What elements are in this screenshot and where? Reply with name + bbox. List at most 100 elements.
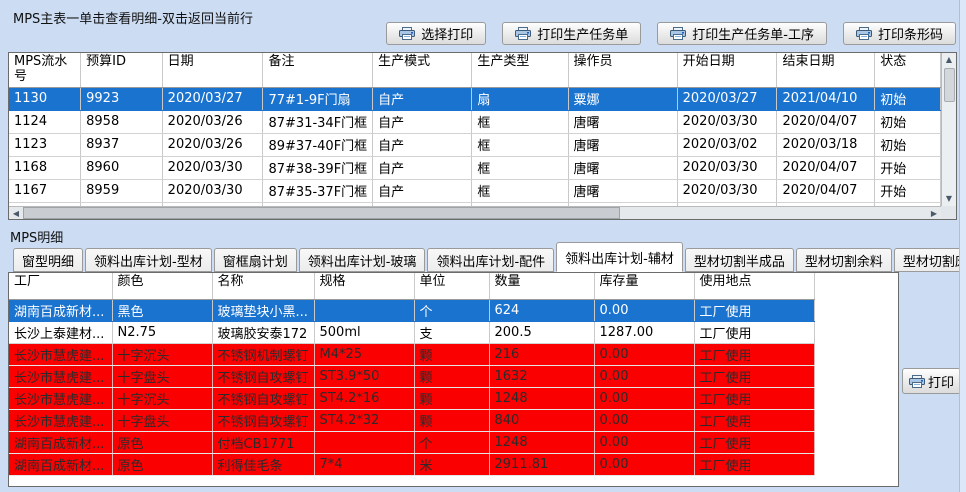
tab-9[interactable]: 型材切割废料 [893,248,966,272]
table-row[interactable]: 长沙上泰建材... N2.75 玻璃胶安泰172 500ml 支 200.5 1287.00… [9,321,815,344]
column-header[interactable]: 使用地点 [694,273,815,300]
tab-8[interactable]: 型材切割余料 [795,248,892,272]
column-header[interactable]: 单位 [414,273,490,300]
horizontal-scrollbar[interactable]: ◀ ▶ [9,206,941,219]
column-header[interactable]: 颜色 [112,273,213,300]
tab-7[interactable]: 型材切割半成品 [684,248,794,272]
tab-2[interactable]: 领料出库计划-型材 [85,248,212,272]
select-print-button[interactable]: 选择打印 [386,22,487,45]
scroll-right-icon[interactable]: ▶ [930,208,938,218]
cell: 0.00 [594,409,695,432]
column-header[interactable]: MPS流水号 [9,53,82,88]
horizontal-scroll-thumb[interactable] [23,207,620,219]
table-row[interactable]: 1124 8958 2020/03/26 87#31-34F门框 自产框唐曙 2020/0… [9,110,941,134]
column-header[interactable]: 开始日期 [677,53,778,88]
cell: 2020/03/30 [162,179,264,203]
cell: 开始 [874,179,941,203]
cell: 8960 [80,156,163,180]
tab-3[interactable]: 窗框扇计划 [213,248,297,272]
scroll-up-icon[interactable]: ▲ [945,55,953,64]
table-row[interactable]: 1130 9923 2020/03/27 77#1-9F门扇 自产扇粟娜 2020/03/… [9,87,941,111]
table-row[interactable]: 长沙市慧虎建... 十字盘头 不锈钢自攻螺钉 ST3.9*50 颗 1632 0.00 工厂使… [9,365,815,388]
cell: 840 [489,409,595,432]
column-header[interactable]: 状态 [874,53,941,88]
cell: 87#38-39F门框 [262,156,374,180]
cell: 2020/03/30 [162,156,264,180]
cell: 工厂使用 [694,321,815,344]
vertical-scroll-thumb[interactable] [943,68,955,102]
tab-4[interactable]: 领料出库计划-玻璃 [298,248,426,272]
cell [776,202,876,206]
cell: M4*25 [314,343,415,366]
table-row[interactable]: 长沙市慧虎建... 十字沉头 不锈钢机制螺钉 M4*25 颗 216 0.00 工厂使用 [9,343,815,366]
cell: 自产 [372,156,473,180]
cell: 扇 [471,87,569,111]
cell: 湖南百成新材... [9,431,113,454]
cell: 8958 [80,110,163,134]
print-production-task-button[interactable]: 打印生产任务单 [502,22,642,45]
table-row[interactable]: 长沙市慧虎建... 十字盘头 不锈钢自攻螺钉 ST4.2*32 颗 840 0.00 工厂使用 [9,409,815,432]
table-row[interactable]: 湖南百成新材... 原色 利得佳毛条 7*4 米 2911.81 0.00 工厂使用 [9,453,815,476]
column-header[interactable]: 日期 [162,53,264,88]
cell [162,202,264,206]
cell: 个 [414,431,490,454]
column-header[interactable]: 结束日期 [776,53,876,88]
cell: 500ml [314,321,415,344]
scroll-down-icon[interactable]: ▼ [945,194,953,203]
column-header[interactable]: 生产类型 [471,53,569,88]
cell: 1632 [489,365,595,388]
cell: 自产 [372,179,473,203]
cell: 2020/04/07 [776,110,876,134]
horizontal-scroll-track[interactable] [23,207,927,219]
vertical-scrollbar[interactable]: ▲ ▼ [941,53,956,206]
cell: ST4.2*16 [314,387,415,410]
cell: 87#35-37F门框 [262,179,374,203]
table-row[interactable]: 湖南百成新材... 原色 付档CB1771 个 1248 0.00 工厂使用 [9,431,815,454]
tab-6[interactable]: 领料出库计划-辅材 [556,242,683,272]
column-header[interactable]: 库存量 [594,273,695,300]
cell: 唐曙 [568,179,678,203]
cell: 2020/03/30 [677,156,778,180]
table-row[interactable]: 1123 8937 2020/03/26 89#37-40F门框 自产框唐曙 2020/0… [9,133,941,157]
cell: 工厂使用 [694,343,815,366]
column-header[interactable]: 预算ID [80,53,163,88]
table-row[interactable]: 1168 8960 2020/03/30 87#38-39F门框 自产框唐曙 2020/0… [9,156,941,180]
cell: 200.5 [489,321,595,344]
tab-5[interactable]: 领料出库计划-配件 [427,248,555,272]
cell [874,202,941,206]
cell: 工厂使用 [694,453,815,476]
cell: 2020/03/26 [162,110,264,134]
cell: 自产 [372,87,473,111]
table-row-partial[interactable] [9,202,941,206]
tab-1[interactable]: 窗型明细 [13,248,84,272]
cell: 初始 [874,110,941,134]
column-header[interactable]: 工厂 [9,273,113,300]
detail-section-title: MPS明细 [10,231,64,246]
cell: 长沙市慧虎建... [9,409,113,432]
cell: 8937 [80,133,163,157]
column-header[interactable]: 规格 [314,273,415,300]
column-header[interactable]: 备注 [262,53,374,88]
column-header[interactable]: 数量 [489,273,595,300]
cell: 唐曙 [568,133,678,157]
table-row[interactable]: 长沙市慧虎建... 十字沉头 不锈钢自攻螺钉 ST4.2*16 颗 1248 0.00 工厂使… [9,387,815,410]
column-header[interactable]: 名称 [212,273,315,300]
cell: 玻璃胶安泰172 [212,321,315,344]
print-barcode-button[interactable]: 打印条形码 [842,22,956,45]
print-toolbar: 选择打印 打印生产任务单 打印生产任务单-工序 打印条形码 [386,22,956,45]
table-row[interactable]: 湖南百成新材... 黑色 玻璃垫块小黑... 个 624 0.00 工厂使用 [9,299,815,322]
printer-icon [909,375,925,388]
table-row[interactable]: 1167 8959 2020/03/30 87#35-37F门框 自产框唐曙 2020/0… [9,179,941,203]
cell [471,202,569,206]
scroll-left-icon[interactable]: ◀ [12,208,20,218]
cell: 黑色 [112,299,213,322]
print-button[interactable]: 打印 [902,368,962,394]
cell: 湖南百成新材... [9,453,113,476]
cell: 粟娜 [568,87,678,111]
printer-icon [515,27,531,40]
print-production-task-process-button[interactable]: 打印生产任务单-工序 [657,22,827,45]
column-header[interactable]: 生产模式 [372,53,473,88]
column-header[interactable]: 操作员 [568,53,678,88]
printer-icon [856,27,872,40]
cell: 216 [489,343,595,366]
